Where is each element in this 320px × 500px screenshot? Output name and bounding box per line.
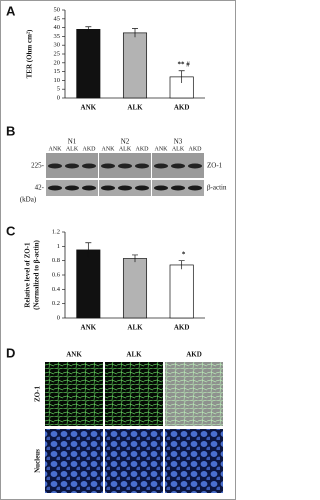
group-label: N3	[174, 138, 183, 146]
band	[48, 163, 62, 169]
band	[188, 163, 202, 169]
bar	[122, 258, 148, 319]
y-tick-label: 5	[57, 86, 60, 93]
lane-label: AKD	[189, 146, 203, 152]
unit-label: (kDa)	[20, 196, 37, 204]
micrographs	[45, 362, 223, 493]
y-tick-label: 20	[54, 59, 61, 66]
column-label: ANK	[66, 351, 82, 359]
x-tick-label: ANK	[81, 324, 97, 332]
nucleus-image	[105, 429, 163, 493]
band	[135, 185, 149, 191]
y-tick-label: 25	[54, 50, 61, 57]
lane-label: AKD	[136, 146, 150, 152]
x-tick-label: AKD	[174, 104, 190, 112]
y-tick-label: 0.8	[52, 257, 60, 264]
band	[171, 185, 185, 191]
y-axis-label: (Normalized to β-actin)	[33, 239, 41, 309]
nucleus-image	[165, 429, 223, 493]
y-tick-label: 40	[54, 24, 61, 31]
error-bar	[85, 242, 92, 258]
band	[82, 185, 96, 191]
lane-label: ALK	[172, 146, 185, 152]
panel-label: C	[6, 223, 16, 238]
column-label: ALK	[126, 351, 142, 359]
y-tick-label: 35	[54, 33, 61, 40]
band	[154, 163, 168, 169]
lane-label: AKD	[83, 146, 97, 152]
band	[48, 185, 62, 191]
band	[82, 163, 96, 169]
y-tick-label: 45	[54, 15, 61, 22]
y-tick-label: 0.6	[52, 271, 61, 278]
y-tick-label: 50	[54, 6, 61, 13]
y-tick-label: 15	[54, 68, 61, 75]
y-tick-label: 0	[57, 314, 60, 321]
y-tick-label: 0	[57, 94, 60, 101]
zo1-image	[165, 362, 223, 426]
band	[135, 163, 149, 169]
protein-label: β-actin	[207, 184, 227, 192]
band	[101, 163, 115, 169]
bar	[169, 264, 194, 319]
band	[118, 163, 132, 169]
error-bar	[132, 254, 138, 263]
column-label: AKD	[186, 351, 202, 359]
group-label: N1	[68, 138, 77, 146]
y-tick-label: 1	[57, 243, 60, 250]
zo1-image	[45, 362, 103, 426]
bar	[76, 29, 101, 99]
band	[118, 185, 132, 191]
protein-label: ZO-1	[207, 162, 223, 170]
annotation: *	[182, 250, 186, 258]
y-axis-label: TER (Ohm cm²)	[26, 29, 34, 78]
panel-label: A	[6, 3, 16, 18]
y-axis-label: Relative level of ZO-1	[24, 242, 32, 308]
panel-label: D	[6, 345, 15, 360]
band	[188, 185, 202, 191]
y-tick-label: 30	[54, 42, 61, 49]
row-label: ZO-1	[34, 386, 42, 402]
band	[65, 163, 79, 169]
y-tick-label: 10	[54, 77, 61, 84]
x-tick-label: ALK	[127, 324, 143, 332]
band	[101, 185, 115, 191]
band	[154, 185, 168, 191]
group-label: N2	[121, 138, 130, 146]
error-bar	[132, 28, 138, 38]
band	[171, 163, 185, 169]
lane-label: ANK	[49, 146, 63, 152]
zo1-image	[105, 362, 163, 426]
error-bar	[178, 260, 185, 270]
annotation: ** #	[178, 60, 191, 68]
y-tick-label: 0.2	[52, 300, 60, 307]
error-bar	[85, 26, 92, 32]
lane-label: ALK	[66, 146, 79, 152]
lane-label: ANK	[102, 146, 116, 152]
bar	[76, 249, 101, 319]
lane-label: ANK	[155, 146, 169, 152]
marker-label: 225-	[31, 162, 45, 170]
panel-label: B	[6, 123, 15, 138]
x-tick-label: ANK	[81, 104, 97, 112]
row-label: Nucleus	[34, 449, 42, 473]
marker-label: 42-	[35, 184, 45, 192]
error-bar	[178, 70, 185, 84]
nucleus-image	[45, 429, 103, 493]
bar	[122, 32, 148, 99]
x-tick-label: AKD	[174, 324, 190, 332]
band	[65, 185, 79, 191]
x-tick-label: ALK	[127, 104, 143, 112]
y-tick-label: 1.2	[52, 228, 60, 235]
y-tick-label: 0.4	[52, 286, 61, 293]
lane-label: ALK	[119, 146, 132, 152]
